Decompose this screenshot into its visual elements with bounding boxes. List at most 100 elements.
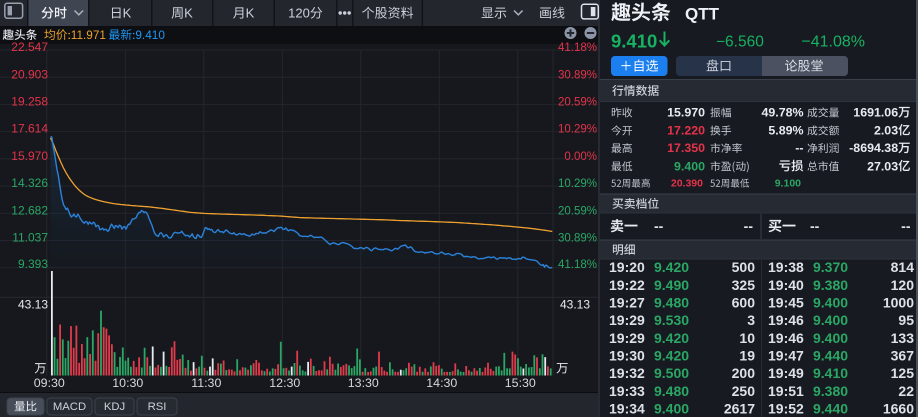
svg-text:9.400: 9.400 [813,312,848,328]
svg-text:15.970: 15.970 [667,106,705,120]
svg-text:19:27: 19:27 [609,295,645,311]
svg-text:325: 325 [732,277,756,293]
svg-text:19:51: 19:51 [768,383,804,399]
svg-text:200: 200 [732,365,756,381]
svg-text:17.350: 17.350 [667,141,705,155]
svg-text:9.100: 9.100 [775,178,801,190]
svg-text:41.18%: 41.18% [558,42,597,54]
svg-text:9.420: 9.420 [654,330,689,346]
svg-text:3: 3 [747,312,755,328]
svg-text:14:30: 14:30 [426,376,457,390]
svg-text:19:52: 19:52 [768,400,804,416]
svg-text:43.13: 43.13 [18,298,48,312]
svg-text:20.390: 20.390 [671,178,703,190]
svg-text:14.326: 14.326 [11,176,48,190]
svg-text:QTT: QTT [685,5,720,24]
svg-text:30.89%: 30.89% [558,233,597,245]
svg-text:9.400: 9.400 [674,159,705,173]
svg-text:09:30: 09:30 [34,376,65,390]
svg-text:27.03: 27.03 [867,159,898,173]
svg-text:22: 22 [898,383,914,399]
svg-text:17.614: 17.614 [11,122,48,136]
svg-text:500: 500 [732,259,756,275]
svg-text:9.420: 9.420 [654,259,689,275]
svg-text:-8694.38: -8694.38 [849,141,898,155]
svg-text:600: 600 [732,295,756,311]
svg-text:19.258: 19.258 [11,95,48,109]
svg-text:19:32: 19:32 [609,365,645,381]
svg-text:17.220: 17.220 [667,124,705,138]
svg-text:--: -- [901,218,911,234]
svg-text:19:29: 19:29 [609,330,645,346]
svg-text:19:30: 19:30 [609,347,645,363]
svg-text:9.370: 9.370 [813,259,848,275]
svg-text:−6.560: −6.560 [716,34,764,51]
svg-text:19:33: 19:33 [609,383,645,399]
svg-text:19:29: 19:29 [609,312,645,328]
svg-text:1000: 1000 [883,295,914,311]
svg-text:K: K [246,6,255,21]
svg-text:9.420: 9.420 [654,347,689,363]
svg-text:15.970: 15.970 [11,149,48,163]
svg-text:1660: 1660 [883,400,914,416]
svg-text:15:30: 15:30 [505,376,536,390]
svg-text:22.547: 22.547 [11,40,48,54]
svg-text:12.682: 12.682 [11,203,48,217]
svg-text:9.530: 9.530 [654,312,689,328]
svg-text:49.78%: 49.78% [761,106,803,120]
svg-text:−41.08%: −41.08% [801,34,865,51]
svg-text:9.410: 9.410 [135,28,165,42]
svg-text:814: 814 [891,259,915,275]
svg-text:19:40: 19:40 [768,277,804,293]
svg-text:9.400: 9.400 [813,330,848,346]
svg-text:KDJ: KDJ [104,401,125,413]
svg-text:0.00%: 0.00% [564,151,597,163]
svg-text:19:47: 19:47 [768,347,804,363]
svg-text:12:30: 12:30 [269,376,300,390]
svg-text:K: K [184,6,193,21]
svg-text:10.29%: 10.29% [558,124,597,136]
svg-text:19:20: 19:20 [609,259,645,275]
svg-text:9.480: 9.480 [654,295,689,311]
svg-text:K: K [123,6,132,21]
svg-text:20.903: 20.903 [11,67,48,81]
svg-text:19: 19 [739,347,755,363]
svg-text:43.13: 43.13 [560,298,590,312]
svg-text:9.400: 9.400 [813,295,848,311]
svg-text:9.380: 9.380 [813,277,848,293]
svg-text:120: 120 [891,277,915,293]
svg-text:13:30: 13:30 [348,376,379,390]
svg-text:MACD: MACD [53,401,86,413]
svg-text:10.29%: 10.29% [558,178,597,190]
svg-text:19:45: 19:45 [768,295,804,311]
svg-text:20.59%: 20.59% [558,97,597,109]
svg-text:9.440: 9.440 [813,400,848,416]
svg-text:20.59%: 20.59% [558,205,597,217]
svg-text:19:49: 19:49 [768,365,804,381]
svg-text:19:34: 19:34 [609,400,645,416]
svg-text:120: 120 [288,6,310,21]
svg-text:9.380: 9.380 [813,383,848,399]
svg-text:19:38: 19:38 [768,259,804,275]
svg-text:1691.06: 1691.06 [853,106,898,120]
svg-text:--: -- [795,141,803,155]
svg-text:9.410: 9.410 [813,365,848,381]
svg-text:11.037: 11.037 [12,231,48,245]
svg-text:19:22: 19:22 [609,277,645,293]
svg-text:11:30: 11:30 [191,376,221,390]
svg-text:--: -- [654,218,664,234]
svg-text:9.440: 9.440 [813,347,848,363]
svg-text:19:46: 19:46 [768,330,804,346]
svg-text:2.03: 2.03 [874,124,898,138]
svg-text:133: 133 [891,330,915,346]
svg-text:9.400: 9.400 [654,400,689,416]
svg-text:10:30: 10:30 [112,376,143,390]
svg-text:--: -- [810,218,820,234]
svg-text:9.490: 9.490 [654,277,689,293]
svg-text:RSI: RSI [148,401,167,413]
svg-text:2617: 2617 [724,400,755,416]
svg-text:30.89%: 30.89% [558,69,597,81]
svg-text:367: 367 [891,347,915,363]
svg-text:11.971: 11.971 [71,28,106,42]
svg-text:--: -- [744,218,754,234]
